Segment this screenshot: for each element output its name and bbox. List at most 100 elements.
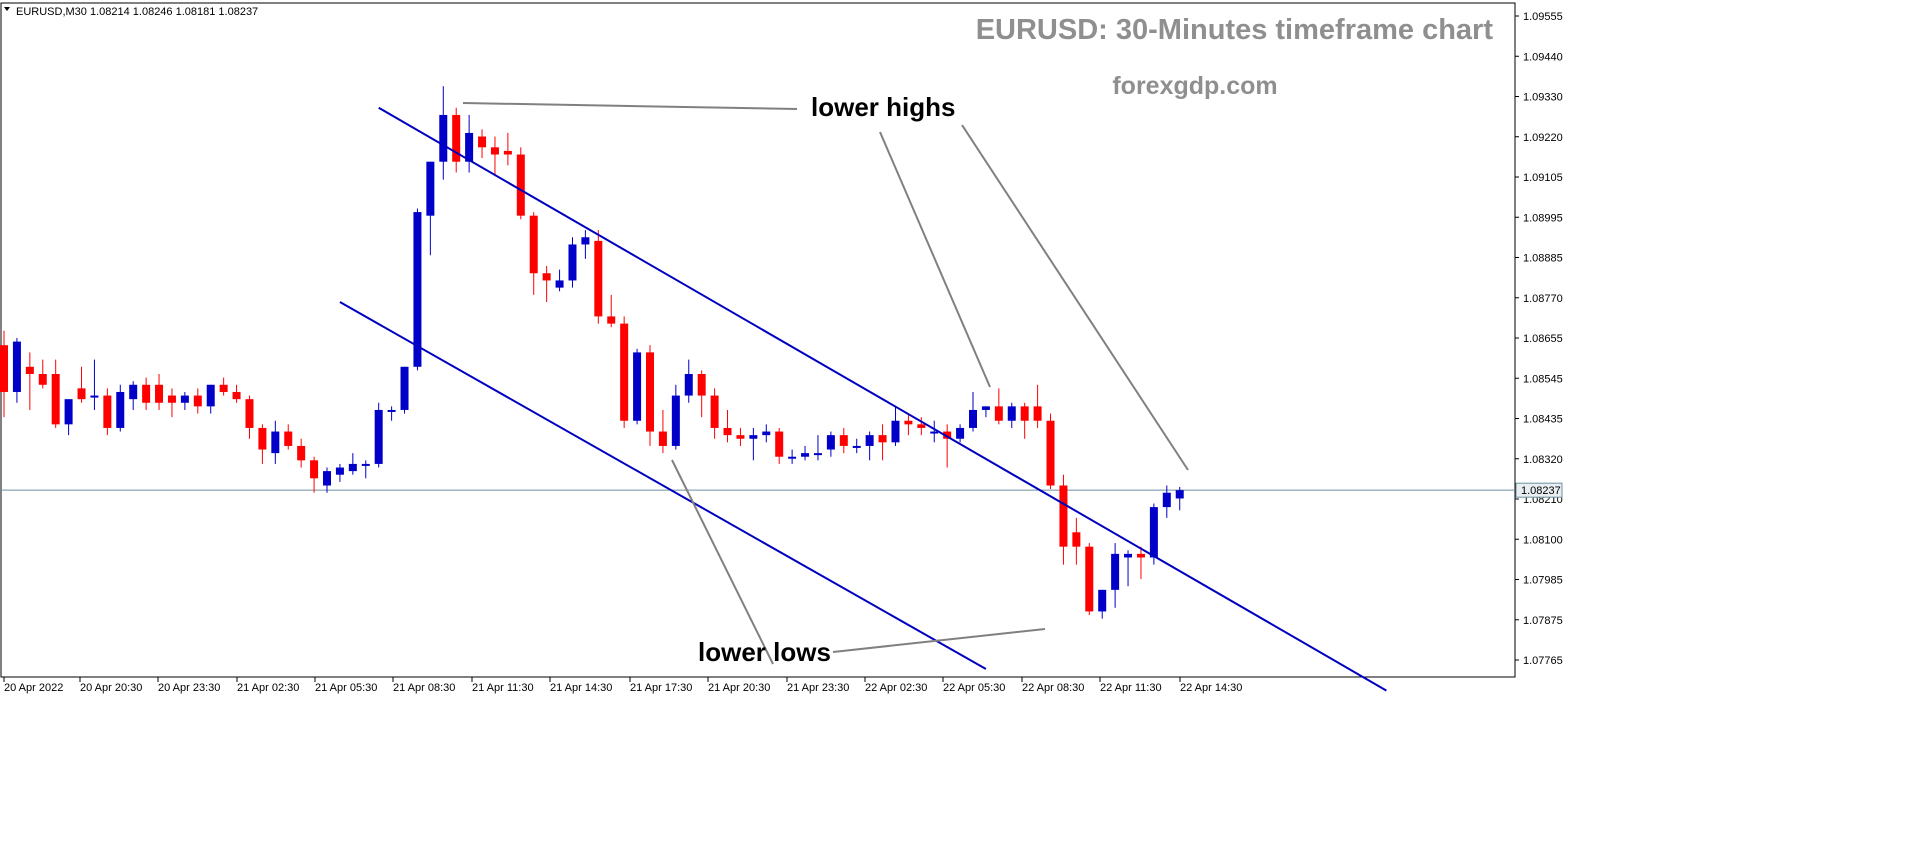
- candle-body: [116, 391, 125, 428]
- candle: [956, 424, 965, 443]
- candle: [736, 427, 745, 446]
- candle: [400, 366, 409, 414]
- candle: [1020, 402, 1029, 439]
- x-tick-label: 20 Apr 23:30: [158, 682, 220, 694]
- candle-body: [180, 395, 189, 403]
- candle: [1085, 543, 1094, 616]
- candle-body: [969, 409, 977, 428]
- candle-body: [1020, 406, 1029, 421]
- candle: [981, 406, 990, 418]
- x-tick-label: 21 Apr 11:30: [472, 682, 534, 694]
- candle-body: [232, 391, 241, 400]
- x-tick-label: 21 Apr 14:30: [550, 682, 612, 694]
- candle-body: [426, 161, 435, 216]
- candle-body: [943, 431, 952, 439]
- y-tick-label: 1.08320: [1523, 454, 1563, 466]
- candle: [813, 435, 822, 461]
- candle: [387, 406, 396, 421]
- candle: [271, 420, 280, 464]
- candle-body: [245, 399, 254, 428]
- candle: [658, 409, 667, 454]
- candle-body: [1046, 420, 1055, 486]
- candle: [801, 445, 810, 461]
- x-tick-label: 22 Apr 05:30: [943, 682, 1005, 694]
- candle-body: [1175, 490, 1184, 499]
- candle: [12, 338, 21, 403]
- candle-body: [878, 435, 887, 443]
- candle: [529, 212, 538, 295]
- candle-body: [1111, 553, 1120, 590]
- pointer-line-low-1: [671, 459, 774, 665]
- candles-group: [0, 86, 1184, 619]
- candle-body: [77, 388, 86, 400]
- x-tick-label: 21 Apr 05:30: [315, 682, 377, 694]
- candle: [0, 330, 8, 418]
- chart-subtitle: forexgdp.com: [1112, 72, 1277, 100]
- annotations-group: [462, 102, 1189, 665]
- header-dropdown-icon[interactable]: [4, 7, 10, 11]
- x-tick-label: 21 Apr 23:30: [787, 682, 849, 694]
- current-price-badge: 1.08237: [1515, 482, 1563, 498]
- candle-body: [1085, 546, 1094, 612]
- candle-body: [646, 352, 654, 432]
- candle-body: [465, 132, 474, 162]
- candle: [51, 359, 60, 428]
- candle: [142, 377, 151, 410]
- candle-body: [981, 406, 990, 410]
- candle-body: [723, 427, 732, 436]
- candle-body: [90, 395, 99, 398]
- candle-body: [142, 384, 151, 403]
- candle: [542, 266, 551, 303]
- candle-body: [51, 373, 60, 425]
- candle-body: [1098, 589, 1107, 612]
- candle: [193, 388, 202, 414]
- candle: [1175, 486, 1184, 511]
- candle: [594, 230, 603, 324]
- pointer-line-high-1: [462, 102, 798, 110]
- candle: [413, 208, 422, 371]
- annotation-lower-lows: lower lows: [698, 637, 831, 667]
- candle: [762, 424, 771, 443]
- candle-body: [1033, 406, 1042, 421]
- x-tick-label: 22 Apr 14:30: [1180, 682, 1242, 694]
- chart-title: EURUSD: 30-Minutes timeframe chart: [976, 14, 1494, 46]
- x-tick-label: 21 Apr 17:30: [630, 682, 692, 694]
- candle: [25, 352, 34, 410]
- y-tick-label: 1.07765: [1523, 655, 1563, 667]
- y-tick-label: 1.08545: [1523, 373, 1563, 385]
- candle: [555, 269, 564, 292]
- candle: [1059, 474, 1068, 565]
- x-tick-label: 21 Apr 20:30: [708, 682, 770, 694]
- candle-body: [400, 366, 409, 410]
- candle: [1149, 503, 1158, 565]
- candle-body: [1059, 485, 1068, 547]
- candle: [116, 384, 125, 432]
- candle: [323, 467, 331, 493]
- candle: [633, 348, 642, 425]
- y-tick-label: 1.07875: [1523, 615, 1563, 627]
- candle: [38, 359, 47, 389]
- candle: [180, 391, 189, 410]
- pointer-line-high-3: [961, 124, 1189, 471]
- candle: [1111, 543, 1120, 608]
- candle-body: [620, 323, 629, 421]
- lower-channel-line: [339, 301, 987, 670]
- candle-body: [155, 384, 164, 403]
- candle-body: [219, 384, 228, 392]
- candle: [568, 237, 577, 288]
- candle: [865, 431, 874, 461]
- candle: [155, 373, 164, 410]
- candle-body: [555, 280, 564, 288]
- candle-body: [38, 373, 47, 385]
- candle: [452, 107, 461, 173]
- x-tick-label: 21 Apr 08:30: [393, 682, 455, 694]
- candle-body: [658, 431, 667, 446]
- candle-body: [891, 420, 900, 443]
- candle-body: [12, 341, 21, 392]
- candle: [129, 381, 138, 410]
- candle-body: [710, 395, 719, 428]
- x-tick-label: 21 Apr 02:30: [237, 682, 299, 694]
- candle-body: [1007, 406, 1016, 421]
